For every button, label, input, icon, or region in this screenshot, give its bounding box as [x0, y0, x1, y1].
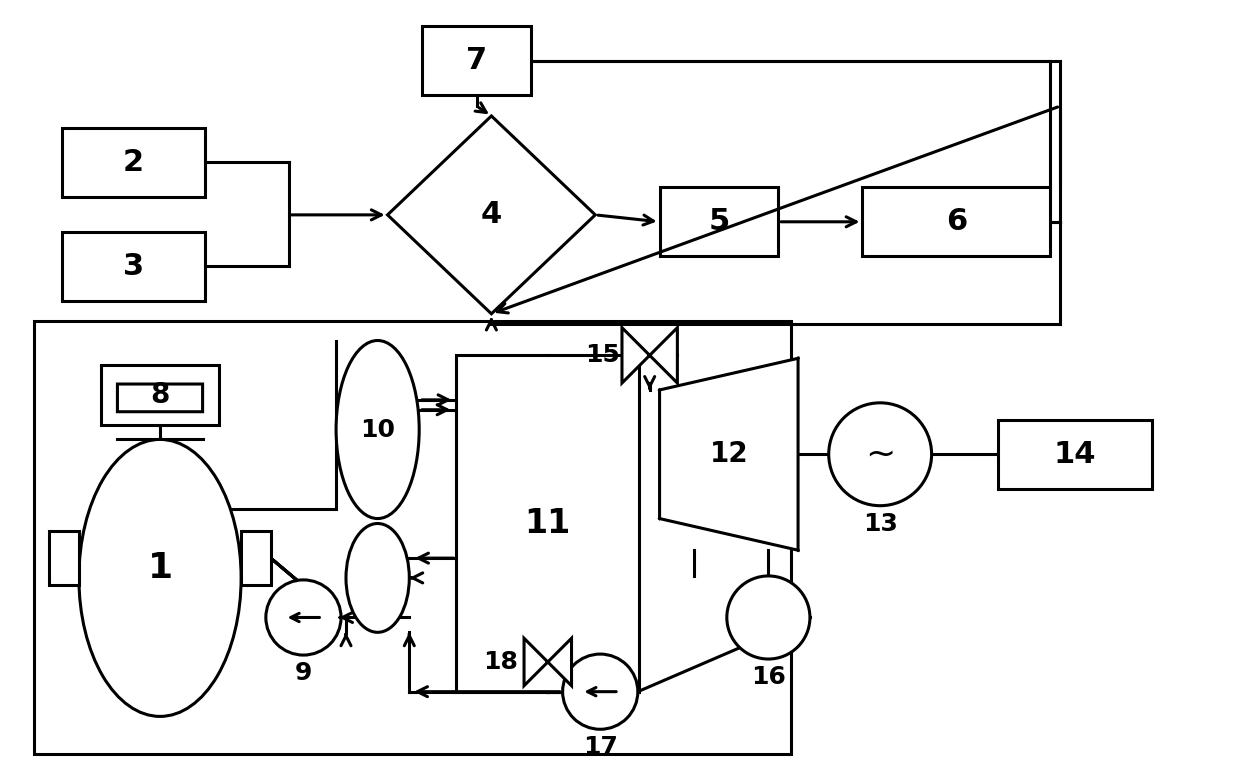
Bar: [50, 531, 79, 585]
Circle shape: [265, 580, 341, 655]
Text: ~: ~: [866, 438, 895, 472]
Text: 12: 12: [709, 441, 748, 468]
Text: 1: 1: [148, 551, 172, 585]
Text: 6: 6: [946, 207, 967, 237]
Text: 17: 17: [583, 735, 618, 759]
Ellipse shape: [346, 523, 409, 632]
Text: 13: 13: [863, 512, 898, 536]
Text: 3: 3: [123, 252, 144, 281]
Text: 9: 9: [295, 661, 312, 685]
Text: 4: 4: [481, 200, 502, 230]
Circle shape: [563, 654, 637, 729]
Text: 18: 18: [482, 650, 518, 674]
Bar: [241, 531, 270, 585]
Text: 10: 10: [360, 417, 396, 441]
Ellipse shape: [79, 439, 241, 717]
Circle shape: [828, 403, 931, 506]
Text: 8: 8: [150, 381, 170, 409]
Text: 5: 5: [708, 207, 729, 237]
Ellipse shape: [336, 340, 419, 519]
Text: 15: 15: [585, 343, 620, 367]
Bar: [62, 232, 205, 301]
Text: 2: 2: [123, 148, 144, 177]
Bar: [422, 26, 531, 95]
Bar: [862, 187, 1050, 257]
Bar: [456, 356, 640, 692]
Polygon shape: [525, 638, 572, 686]
Bar: [998, 420, 1152, 489]
Bar: [660, 187, 779, 257]
Text: 16: 16: [751, 665, 786, 689]
Bar: [100, 365, 219, 424]
FancyBboxPatch shape: [118, 384, 202, 412]
Bar: [62, 128, 205, 197]
Polygon shape: [660, 359, 799, 550]
Text: 14: 14: [1054, 440, 1096, 468]
Text: 11: 11: [525, 507, 570, 540]
Circle shape: [727, 576, 810, 659]
Text: 7: 7: [466, 46, 487, 75]
Polygon shape: [622, 328, 677, 383]
Bar: [35, 321, 791, 754]
Polygon shape: [388, 116, 595, 314]
